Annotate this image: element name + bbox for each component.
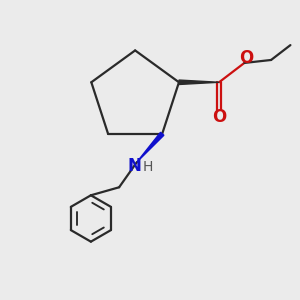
- Text: O: O: [239, 49, 254, 67]
- Text: O: O: [212, 108, 226, 126]
- Polygon shape: [179, 80, 219, 85]
- Polygon shape: [137, 132, 164, 162]
- Text: N: N: [128, 158, 142, 175]
- Text: H: H: [142, 160, 152, 174]
